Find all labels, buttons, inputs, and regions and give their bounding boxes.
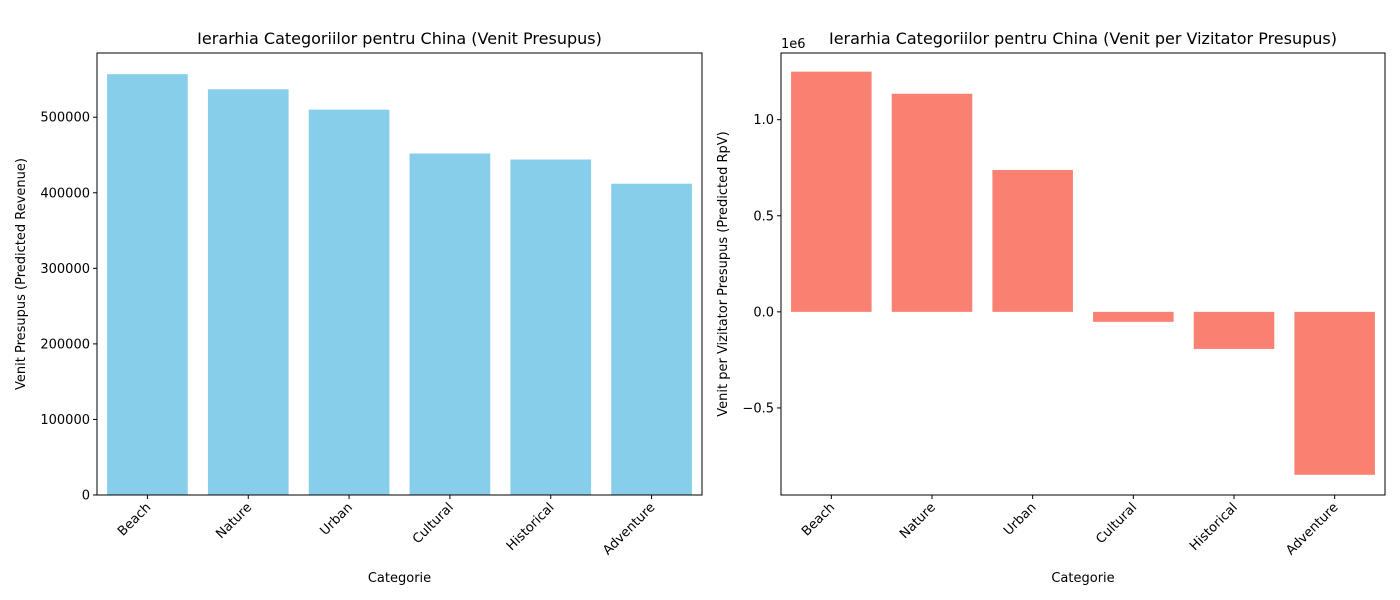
x-tick-label-urban: Urban [1001,500,1039,538]
bar-adventure [1294,311,1375,475]
x-tick-label-nature: Nature [897,500,939,542]
x-tick-label-adventure: Adventure [1283,500,1341,558]
right-chart-revenue-per-visitor: Ierarhia Categoriilor pentru China (Veni… [716,29,1386,586]
y-tick-label: 0.0 [753,305,774,320]
plot-frame [780,52,1386,496]
x-tick-label-historical: Historical [1187,500,1241,554]
y-tick-label: 300000 [40,262,90,277]
x-tick-label-urban: Urban [317,500,355,538]
chart-title: Ierarhia Categoriilor pentru China (Veni… [197,29,602,48]
x-axis-title: Categorie [368,571,431,586]
chart-title: Ierarhia Categoriilor pentru China (Veni… [829,29,1337,48]
x-tick-label-beach: Beach [115,500,154,539]
bar-urban [308,109,390,496]
x-tick-label-cultural: Cultural [410,500,457,547]
y-tick-label: −0.5 [742,401,774,416]
bar-beach [791,71,872,312]
y-tick-label: 100000 [40,413,90,428]
x-tick-label-cultural: Cultural [1093,500,1140,547]
bar-adventure [611,183,692,495]
left-chart-revenue: Ierarhia Categoriilor pentru China (Veni… [14,29,703,586]
x-tick-label-adventure: Adventure [600,500,658,558]
y-tick-label: 0 [82,489,90,504]
x-axis-title: Categorie [1051,571,1114,586]
bar-nature [207,89,289,496]
x-tick-label-nature: Nature [213,500,255,542]
bar-cultural [1093,311,1174,322]
x-tick-label-historical: Historical [504,500,558,554]
y-tick-label: 400000 [40,186,90,201]
bar-nature [891,93,973,312]
y-tick-label: 200000 [40,337,90,352]
bar-historical [510,159,592,496]
bar-urban [992,170,1073,312]
y-axis-title: Venit per Vizitator Presupus (Predicted … [716,131,731,417]
y-tick-label: 1.0 [753,113,774,128]
y-axis-title: Venit Presupus (Predicted Revenue) [14,158,29,390]
y-tick-label: 500000 [40,111,90,126]
x-tick-label-beach: Beach [799,500,838,539]
bar-cultural [409,153,491,495]
bar-beach [107,74,188,496]
plot-frame [96,52,703,496]
bar-historical [1193,311,1275,349]
y-tick-label: 0.5 [753,209,774,224]
y-axis-offset-label: 1e6 [781,37,806,52]
